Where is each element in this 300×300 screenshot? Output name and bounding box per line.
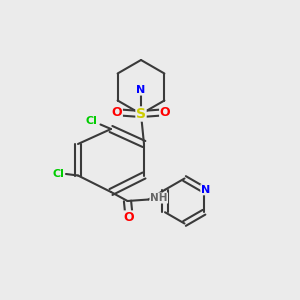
Text: O: O (124, 211, 134, 224)
Text: N: N (136, 85, 146, 95)
Text: S: S (136, 107, 146, 121)
Text: N: N (201, 185, 210, 195)
Text: Cl: Cl (85, 116, 98, 127)
Text: Cl: Cl (52, 169, 64, 179)
Text: NH: NH (150, 193, 167, 203)
Text: O: O (112, 106, 122, 119)
Text: O: O (160, 106, 170, 119)
